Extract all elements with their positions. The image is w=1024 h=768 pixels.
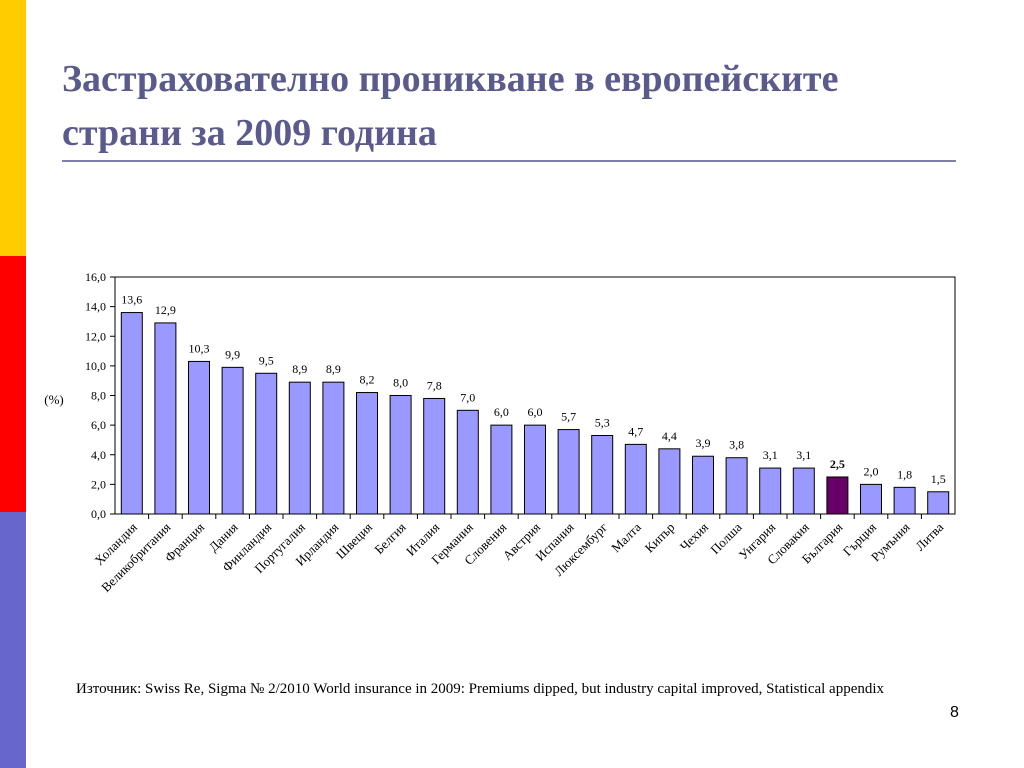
category-label: Литва — [912, 519, 946, 553]
bar-19 — [725, 457, 748, 515]
category-label: Малта — [608, 519, 644, 555]
value-label: 6,0 — [494, 405, 509, 419]
bar-7 — [322, 381, 345, 515]
bar-12 — [490, 424, 513, 515]
value-label: 2,5 — [830, 457, 845, 471]
y-tick-label: 6,0 — [91, 418, 106, 432]
y-tick-label: 16,0 — [85, 270, 106, 284]
bar-21 — [792, 467, 815, 515]
y-tick-label: 8,0 — [91, 389, 106, 403]
y-axis-label: (%) — [44, 392, 64, 407]
bar-13 — [524, 424, 546, 515]
bar-3 — [188, 360, 210, 515]
value-label: 3,8 — [729, 438, 744, 452]
y-tick-label: 12,0 — [85, 329, 106, 343]
value-label: 9,5 — [259, 353, 274, 367]
y-tick-label: 0,0 — [91, 507, 106, 521]
bar-14 — [557, 429, 580, 515]
bar-15 — [591, 434, 614, 515]
value-label: 3,9 — [696, 436, 711, 450]
page-number: 8 — [950, 704, 959, 721]
bar-23 — [860, 483, 882, 515]
y-tick-label: 2,0 — [91, 477, 106, 491]
value-label: 7,0 — [460, 390, 475, 404]
bar-17 — [658, 448, 681, 515]
bar-20 — [759, 467, 782, 515]
bar-25 — [927, 491, 950, 515]
category-label: Швеция — [333, 520, 375, 562]
y-tick-label: 10,0 — [85, 359, 106, 373]
slide-title: Застрахователно проникване в европейскит… — [62, 58, 839, 154]
y-tick-label: 14,0 — [85, 300, 106, 314]
value-label: 1,8 — [897, 467, 912, 481]
value-label: 8,0 — [393, 376, 408, 390]
source-note: Източник: Swiss Re, Sigma № 2/2010 World… — [76, 681, 885, 697]
bar-8 — [356, 392, 378, 515]
value-label: 9,9 — [225, 347, 240, 361]
title-divider — [62, 160, 956, 162]
bar-22 — [826, 476, 849, 515]
side-stripe-yellow — [0, 0, 26, 256]
bar-18 — [692, 455, 714, 515]
value-label: 10,3 — [189, 341, 210, 355]
bar-5 — [255, 372, 278, 515]
value-label: 3,1 — [763, 448, 778, 462]
bar-chart: 0,02,04,06,08,010,012,014,016,0(%)13,6Хо… — [44, 270, 956, 595]
side-stripe-red — [0, 256, 26, 512]
value-label: 13,6 — [121, 293, 142, 307]
category-label: Белгия — [371, 520, 408, 557]
y-tick-label: 4,0 — [91, 448, 106, 462]
value-label: 12,9 — [155, 303, 176, 317]
side-stripe-blue — [0, 512, 26, 768]
value-label: 6,0 — [528, 405, 543, 419]
value-label: 1,5 — [931, 472, 946, 486]
category-label: Кипър — [642, 520, 678, 556]
bar-16 — [624, 443, 647, 515]
value-label: 8,9 — [292, 362, 307, 376]
value-label: 7,8 — [427, 378, 442, 392]
bar-24 — [893, 486, 916, 515]
value-label: 4,7 — [628, 424, 643, 438]
value-label: 4,4 — [662, 429, 677, 443]
bar-2 — [154, 322, 177, 515]
value-label: 2,0 — [864, 464, 879, 478]
value-label: 8,2 — [360, 373, 375, 387]
bar-4 — [221, 366, 244, 515]
bar-11 — [456, 409, 479, 515]
value-label: 5,3 — [595, 415, 610, 429]
value-label: 8,9 — [326, 362, 341, 376]
bar-6 — [288, 381, 311, 515]
value-label: 5,7 — [561, 410, 576, 424]
bar-10 — [423, 397, 446, 515]
value-label: 3,1 — [796, 448, 811, 462]
category-label: Чехия — [677, 520, 711, 554]
bar-1 — [120, 312, 143, 515]
bar-9 — [389, 395, 412, 515]
